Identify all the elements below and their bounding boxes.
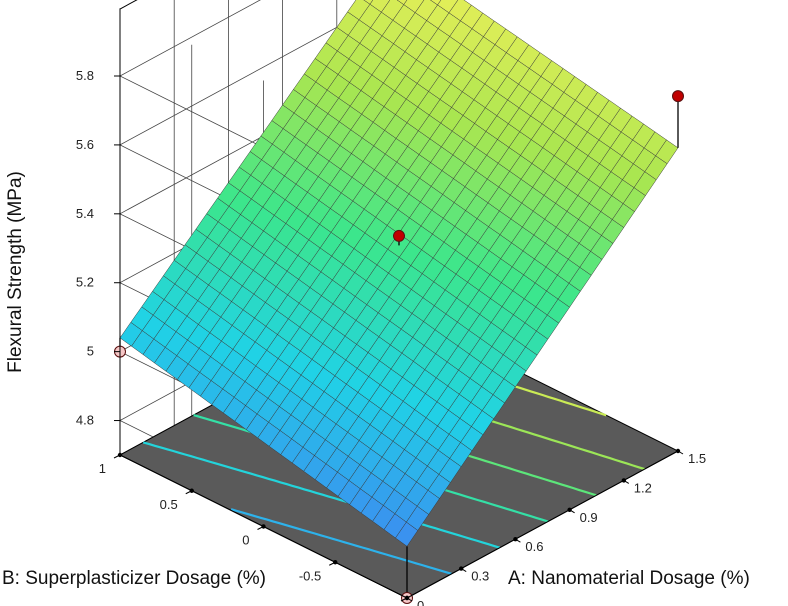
y-tick-label: -1 — [381, 604, 393, 606]
z-tick-label: 4.8 — [76, 413, 94, 428]
x-tick-mark — [623, 479, 630, 484]
x-tick-mark — [621, 478, 626, 483]
y-tick-label: 1 — [99, 461, 106, 476]
y-tick-mark — [257, 526, 264, 530]
x-tick-label: 1.2 — [634, 480, 652, 495]
surface-patch — [655, 139, 679, 165]
x-tick-label: 0 — [417, 598, 424, 606]
y-tick-mark — [113, 454, 121, 459]
z-axis-title: Flexural Strength (MPa) — [5, 171, 26, 373]
x-tick-mark — [569, 509, 575, 514]
design-point — [393, 229, 405, 246]
y-tick-mark — [400, 597, 408, 602]
x-tick-label: 0.6 — [525, 539, 543, 554]
x-tick-mark — [515, 538, 521, 543]
contour-line — [230, 508, 452, 575]
contour-line — [142, 441, 501, 549]
x-tick-mark — [677, 450, 684, 455]
point-marker — [393, 229, 405, 242]
y-tick-mark — [185, 490, 192, 495]
response-surface — [119, 0, 684, 547]
x-axis-title: A: Nanomaterial Dosage (%) — [508, 568, 750, 589]
y-tick-label: 0 — [242, 533, 249, 548]
z-tick-label: 5.6 — [76, 137, 94, 152]
design-point — [672, 90, 684, 148]
chart-axes: 0 0.3 0.6 0.9 1.2 1.5 -1 -0.5 0 0.5 1 4.8 5 5.2 5.4 5.6… — [76, 9, 706, 606]
x-tick-label: 1.5 — [688, 451, 706, 466]
axis-line — [406, 450, 679, 599]
z-tick-label: 5.4 — [76, 206, 94, 221]
z-tick-label: 5 — [87, 344, 94, 359]
x-tick-label: 0.9 — [580, 510, 598, 525]
y-tick-label: 0.5 — [160, 497, 178, 512]
y-tick-label: -0.5 — [299, 568, 321, 583]
z-tick-label: 5.2 — [76, 275, 94, 290]
y-tick-mark — [329, 561, 336, 566]
y-axis-title: B: Superplasticizer Dosage (%) — [2, 568, 266, 589]
x-tick-mark — [460, 568, 467, 573]
x-tick-label: 0.3 — [471, 569, 489, 584]
z-tick-label: 5.8 — [76, 68, 94, 83]
point-marker — [672, 90, 684, 103]
